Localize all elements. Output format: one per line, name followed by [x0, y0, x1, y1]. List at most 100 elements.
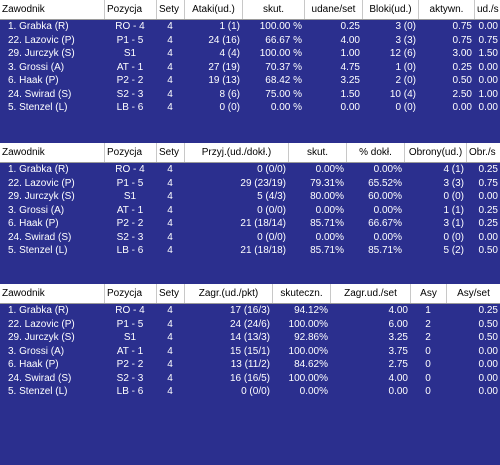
efficiency-cell: 85.71% — [310, 218, 344, 229]
position-cell: RO - 4 — [115, 21, 145, 32]
table-row[interactable]: 29. Jurczyk (S) S1 4 4 (4) 100.00 % 1.00 12 (6… — [0, 47, 500, 61]
table-row[interactable]: 29. Jurczyk (S) S1 4 14 (13/3) 92.86% 3.25 2 0.… — [0, 331, 500, 345]
player-name-cell: 5. Stenzel (L) — [8, 245, 68, 256]
position-cell: S1 — [123, 48, 137, 59]
efficiency-cell: 92.86% — [294, 332, 328, 343]
efficiency-cell: 0.00% — [299, 386, 328, 397]
serves-per-set-cell: 3.25 — [388, 332, 408, 343]
table-row[interactable]: 1. Grabka (R) RO - 4 4 17 (16/3) 94.12% 4.00 1… — [0, 304, 500, 318]
table-row[interactable]: 1. Grabka (R) RO - 4 4 1 (1) 100.00 % 0.25 3 (… — [0, 20, 500, 34]
sets-cell: 4 — [167, 61, 173, 73]
position-cell: P1 - 5 — [116, 34, 144, 46]
column-header-blocks-per-set[interactable]: ud./s — [474, 0, 500, 19]
player-name-cell: 22. Lazovic (P) — [8, 318, 75, 330]
serves-per-set-cell: 3.75 — [388, 345, 408, 357]
table-row[interactable]: 6. Haak (P) P2 - 2 4 19 (13) 68.42 % 3.25 2 (0… — [0, 74, 500, 88]
attacks-cell: 0 (0) — [219, 102, 240, 113]
aces-per-set-cell: 0.00 — [478, 359, 498, 370]
table-row[interactable]: 3. Grossi (A) AT - 1 4 27 (19) 70.37 % 4.75 1 … — [0, 61, 500, 75]
column-header-serves-per-set[interactable]: Zagr.ud./set — [330, 284, 410, 303]
table-row[interactable]: 5. Stenzel (L) LB - 6 4 21 (18/18) 85.71% 85.… — [0, 244, 500, 258]
table-row[interactable]: 6. Haak (P) P2 - 2 4 13 (11/2) 84.62% 2.75 0 0.… — [0, 358, 500, 372]
digs-per-set-cell: 0.75 — [478, 177, 498, 189]
won-per-set-cell: 3.25 — [340, 75, 360, 86]
table-body: 1. Grabka (R) RO - 4 4 1 (1) 100.00 % 0.25 3 (… — [0, 20, 500, 115]
table-row[interactable]: 22. Lazovic (P) P1 - 5 4 29 (23/19) 79.31% 65… — [0, 177, 500, 191]
column-header-efficiency[interactable]: skuteczn. — [272, 284, 330, 303]
sets-cell: 4 — [167, 305, 173, 316]
table-row[interactable]: 5. Stenzel (L) LB - 6 4 0 (0/0) 0.00% 0.00 0 0.… — [0, 385, 500, 399]
receptions-cell: 0 (0/0) — [257, 164, 286, 175]
sets-cell: 4 — [167, 102, 173, 113]
column-header-activity[interactable]: aktywn. — [418, 0, 474, 19]
position-cell: P2 - 2 — [116, 359, 144, 370]
table-row[interactable]: 22. Lazovic (P) P1 - 5 4 24 (16) 66.67 % 4.00… — [0, 34, 500, 48]
won-per-set-cell: 1.50 — [340, 88, 360, 100]
column-header-player[interactable]: Zawodnik — [2, 288, 45, 299]
efficiency-cell: 66.67 % — [265, 34, 302, 46]
sets-cell: 4 — [167, 204, 173, 216]
table-body: 1. Grabka (R) RO - 4 4 17 (16/3) 94.12% 4.00 1… — [0, 304, 500, 399]
table-header: Zawodnik Pozycja Sety Przyj.(ud./dokł.) … — [0, 143, 500, 163]
digs-per-set-cell: 0.00 — [478, 191, 498, 202]
sets-cell: 4 — [167, 88, 173, 100]
blocks-cell: 10 (4) — [389, 88, 416, 100]
column-header-blocks[interactable]: Bloki(ud.) — [362, 0, 418, 19]
aces-per-set-cell: 0.25 — [478, 305, 498, 316]
column-header-position[interactable]: Pozycja — [104, 143, 156, 162]
blocks-per-set-cell: 1.00 — [478, 88, 498, 100]
column-header-sets[interactable]: Sety — [156, 284, 184, 303]
aces-per-set-cell: 0.00 — [478, 345, 498, 357]
column-header-sets[interactable]: Sety — [156, 0, 184, 19]
table-row[interactable]: 3. Grossi (A) AT - 1 4 0 (0/0) 0.00% 0.00% 1 (… — [0, 204, 500, 218]
player-name-cell: 1. Grabka (R) — [8, 21, 69, 32]
column-header-receptions[interactable]: Przyj.(ud./dokł.) — [184, 143, 288, 162]
sets-cell: 4 — [167, 75, 173, 86]
activity-cell: 2.50 — [452, 88, 472, 100]
column-header-accuracy[interactable]: % dokł. — [346, 143, 404, 162]
activity-cell: 0.75 — [452, 34, 472, 46]
table-row[interactable]: 6. Haak (P) P2 - 2 4 21 (18/14) 85.71% 66.67%… — [0, 217, 500, 231]
player-name-cell: 1. Grabka (R) — [8, 164, 69, 175]
column-header-digs-per-set[interactable]: Obr./s — [466, 143, 500, 162]
column-header-position[interactable]: Pozycja — [104, 0, 156, 19]
column-header-efficiency[interactable]: skut. — [288, 143, 346, 162]
sets-cell: 4 — [167, 48, 173, 59]
column-header-serves[interactable]: Zagr.(ud./pkt) — [184, 284, 272, 303]
table-row[interactable]: 24. Swirad (S) S2 - 3 4 16 (16/5) 100.00% 4.0… — [0, 372, 500, 386]
position-cell: S1 — [123, 191, 137, 202]
table-row[interactable]: 24. Swirad (S) S2 - 3 4 8 (6) 75.00 % 1.50 10 … — [0, 88, 500, 102]
table-row[interactable]: 3. Grossi (A) AT - 1 4 15 (15/1) 100.00% 3.75… — [0, 345, 500, 359]
position-cell: P2 - 2 — [116, 218, 144, 229]
table-row[interactable]: 24. Swirad (S) S2 - 3 4 0 (0/0) 0.00% 0.00% 0 … — [0, 231, 500, 245]
table-row[interactable]: 22. Lazovic (P) P1 - 5 4 24 (24/6) 100.00% 6.… — [0, 318, 500, 332]
serves-per-set-cell: 0.00 — [388, 386, 408, 397]
serves-cell: 0 (0/0) — [241, 386, 270, 397]
blocks-per-set-cell: 0.75 — [478, 34, 498, 46]
reception-defence-stats-table: Zawodnik Pozycja Sety Przyj.(ud./dokł.) … — [0, 143, 500, 258]
column-header-digs[interactable]: Obrony(ud.) — [404, 143, 466, 162]
table-row[interactable]: 29. Jurczyk (S) S1 4 5 (4/3) 80.00% 60.00% 0 (… — [0, 190, 500, 204]
column-header-aces-per-set[interactable]: Asy/set — [446, 284, 500, 303]
column-header-position[interactable]: Pozycja — [104, 284, 156, 303]
efficiency-cell: 100.00 % — [259, 21, 302, 32]
column-header-won-per-set[interactable]: udane/set — [304, 0, 362, 19]
player-name-cell: 6. Haak (P) — [8, 218, 59, 229]
serves-cell: 16 (16/5) — [229, 372, 270, 384]
column-header-player[interactable]: Zawodnik — [2, 4, 45, 15]
activity-cell: 0.50 — [452, 75, 472, 86]
player-name-cell: 29. Jurczyk (S) — [8, 332, 75, 343]
sets-cell: 4 — [167, 359, 173, 370]
receptions-cell: 0 (0/0) — [257, 231, 286, 243]
column-header-attacks[interactable]: Ataki(ud.) — [184, 0, 242, 19]
efficiency-cell: 80.00% — [310, 191, 344, 202]
column-header-efficiency[interactable]: skut. — [242, 0, 304, 19]
column-header-player[interactable]: Zawodnik — [2, 147, 45, 158]
digs-cell: 3 (3) — [443, 177, 464, 189]
table-row[interactable]: 1. Grabka (R) RO - 4 4 0 (0/0) 0.00% 0.00% 4 (… — [0, 163, 500, 177]
column-header-sets[interactable]: Sety — [156, 143, 184, 162]
column-header-aces[interactable]: Asy — [410, 284, 446, 303]
sets-cell: 4 — [167, 386, 173, 397]
won-per-set-cell: 4.75 — [340, 61, 360, 73]
table-row[interactable]: 5. Stenzel (L) LB - 6 4 0 (0) 0.00 % 0.00 0 (0… — [0, 101, 500, 115]
